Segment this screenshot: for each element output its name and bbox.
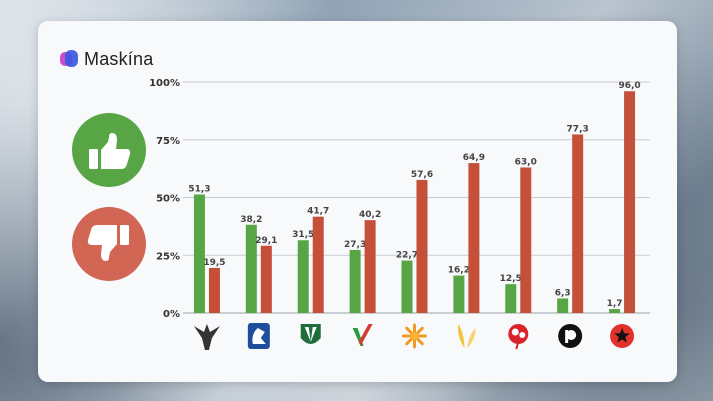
bar-value-label: 1,7 <box>607 299 623 309</box>
green-tulip-logo-icon <box>300 324 321 344</box>
bar-value-label: 19,5 <box>203 258 225 268</box>
bar-disapprove <box>624 91 636 314</box>
bar-value-label: 77,3 <box>567 124 589 134</box>
brand-logo: Maskína <box>60 49 153 69</box>
bar-value-label: 57,6 <box>411 170 433 180</box>
approve-badge <box>72 113 146 187</box>
falcon-logo-icon <box>193 324 220 350</box>
bar-value-label: 12,5 <box>500 274 522 284</box>
y-tick-label: 100% <box>149 78 180 89</box>
bar-value-label: 22,7 <box>396 251 418 261</box>
bar-value-label: 6,3 <box>555 288 571 298</box>
bar-value-label: 63,0 <box>515 157 537 167</box>
orange-sun-logo-icon <box>402 323 427 349</box>
red-rose-logo-icon <box>508 324 529 350</box>
bar-value-label: 51,3 <box>188 184 210 194</box>
bar-value-label: 96,0 <box>618 81 640 91</box>
blue-hand-logo-icon <box>247 323 270 349</box>
bar-value-label: 16,2 <box>448 266 470 276</box>
bar-disapprove <box>364 220 376 313</box>
bar-value-label: 27,3 <box>344 240 366 250</box>
bar-disapprove <box>312 216 324 313</box>
bar-approve <box>505 284 517 313</box>
y-tick-label: 50% <box>156 194 180 205</box>
red-star-logo-icon <box>610 324 635 348</box>
bar-approve <box>245 224 257 313</box>
thumbs-down-icon <box>87 225 129 261</box>
green-red-check-logo-icon <box>352 324 373 346</box>
bar-value-label: 31,5 <box>292 230 314 240</box>
bar-value-label: 38,2 <box>240 215 262 225</box>
bar-approve <box>557 298 569 313</box>
black-p-logo-icon <box>558 324 583 348</box>
bar-disapprove <box>260 245 272 313</box>
bar-approve <box>453 275 465 313</box>
bar-value-label: 64,9 <box>463 153 485 163</box>
brand-name: Maskína <box>84 48 154 69</box>
bar-chart: 0% 25% 50% 75% 100% 51,3 38,2 31,5 27,3 22,7 16,2 1… <box>149 78 650 350</box>
y-tick-label: 0% <box>163 309 180 320</box>
bar-value-label: 40,2 <box>359 210 381 220</box>
bar-approve <box>349 249 361 313</box>
bar-approve <box>609 309 621 313</box>
y-tick-label: 75% <box>156 136 180 147</box>
thumbs-up-icon <box>89 133 131 169</box>
golden-wheat-logo-icon <box>457 324 476 348</box>
maskina-logo-icon <box>60 50 78 68</box>
bar-approve <box>297 240 309 313</box>
bar-approve <box>401 260 413 313</box>
bar-disapprove <box>520 167 532 313</box>
disapprove-badge <box>72 207 146 281</box>
bar-disapprove <box>416 179 428 313</box>
y-tick-label: 25% <box>156 251 180 262</box>
bar-value-label: 41,7 <box>307 207 329 217</box>
bar-disapprove <box>572 134 584 313</box>
bar-value-label: 29,1 <box>255 236 277 246</box>
bar-disapprove <box>468 163 480 313</box>
bar-disapprove <box>208 267 220 313</box>
bar-approve <box>193 194 205 313</box>
chart-card: Maskína 0% 25% 50% 75% 100% 51,3 38,2 31,5 27,3 2… <box>38 21 677 382</box>
